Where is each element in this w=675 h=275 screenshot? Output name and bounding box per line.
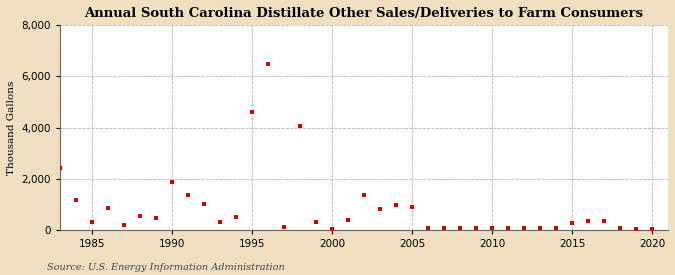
Point [231, 215, 242, 219]
Point [295, 124, 306, 128]
Point [535, 226, 545, 231]
Point [615, 226, 626, 231]
Point [310, 220, 321, 224]
Point [103, 206, 113, 210]
Point [327, 227, 338, 231]
Point [455, 226, 466, 231]
Point [630, 227, 641, 231]
Point [487, 226, 497, 231]
Point [358, 193, 369, 197]
Point [119, 222, 130, 227]
Point [183, 193, 194, 197]
Point [215, 219, 225, 224]
Point [375, 207, 385, 211]
Text: Source: U.S. Energy Information Administration: Source: U.S. Energy Information Administ… [47, 263, 285, 272]
Point [343, 218, 354, 222]
Point [583, 219, 593, 223]
Point [134, 213, 145, 218]
Point [86, 220, 97, 224]
Point [167, 180, 178, 185]
Point [391, 203, 402, 208]
Point [151, 215, 161, 220]
Point [55, 166, 65, 170]
Point [198, 202, 209, 207]
Point [518, 226, 529, 231]
Point [263, 61, 273, 66]
Y-axis label: Thousand Gallons: Thousand Gallons [7, 80, 16, 175]
Point [647, 227, 657, 231]
Point [423, 226, 433, 231]
Point [279, 225, 290, 229]
Point [439, 226, 450, 231]
Point [71, 198, 82, 203]
Title: Annual South Carolina Distillate Other Sales/Deliveries to Farm Consumers: Annual South Carolina Distillate Other S… [84, 7, 643, 20]
Point [246, 110, 257, 114]
Point [503, 226, 514, 231]
Point [566, 221, 577, 225]
Point [599, 219, 610, 224]
Point [551, 226, 562, 231]
Point [470, 226, 481, 231]
Point [406, 205, 417, 209]
